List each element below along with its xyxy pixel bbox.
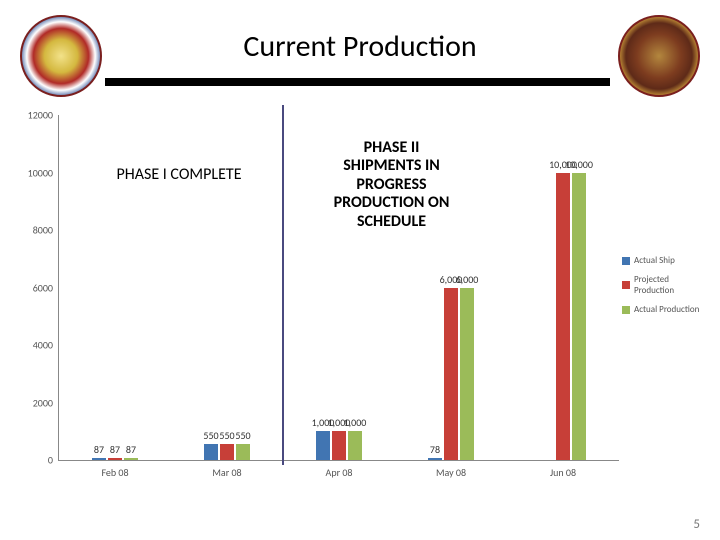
header: Current Production <box>0 0 720 100</box>
phase2-annotation: PHASE IISHIPMENTS INPROGRESSPRODUCTION O… <box>314 139 469 231</box>
page-title: Current Production <box>0 28 720 65</box>
y-tick-label: 6000 <box>33 281 53 294</box>
legend-swatch <box>622 281 630 289</box>
x-category-label: Mar 08 <box>212 466 241 479</box>
y-tick-label: 12000 <box>28 109 53 122</box>
bar <box>444 288 458 461</box>
logo-right-icon <box>618 15 700 97</box>
x-category-label: Jun 08 <box>550 466 576 479</box>
bar <box>460 288 474 461</box>
x-category-label: Apr 08 <box>326 466 353 479</box>
bar <box>316 431 330 460</box>
legend: Actual Ship Projected Production Actual Pr… <box>622 255 702 323</box>
bar-value-label: 87 <box>126 443 136 456</box>
x-category-label: Feb 08 <box>101 466 128 479</box>
y-tick-label: 4000 <box>33 339 53 352</box>
bar <box>204 444 218 460</box>
bar <box>108 458 122 461</box>
y-tick-label: 8000 <box>33 224 53 237</box>
bar <box>236 444 250 460</box>
bar <box>572 173 586 461</box>
bar-value-label: 550 <box>203 429 218 442</box>
y-tick-label: 0 <box>48 454 53 467</box>
bar-value-label: 87 <box>94 443 104 456</box>
x-category-label: May 08 <box>436 466 466 479</box>
bar-value-label: 6,000 <box>456 273 479 286</box>
bar-value-label: 78 <box>430 443 440 456</box>
bar <box>220 444 234 460</box>
chart-area: PHASE I COMPLETE PHASE IISHIPMENTS INPRO… <box>18 110 702 505</box>
bar <box>556 173 570 461</box>
bar-value-label: 1,000 <box>344 416 367 429</box>
bar-value-label: 550 <box>219 429 234 442</box>
legend-item: Actual Production <box>622 304 702 315</box>
page-number: 5 <box>693 517 700 532</box>
bar <box>428 458 442 460</box>
bar <box>124 458 138 461</box>
legend-label: Actual Production <box>634 304 699 315</box>
legend-label: Actual Ship <box>634 255 675 266</box>
bar <box>332 431 346 460</box>
y-tick-label: 2000 <box>33 396 53 409</box>
legend-item: Projected Production <box>622 274 702 296</box>
bar-value-label: 87 <box>110 443 120 456</box>
legend-item: Actual Ship <box>622 255 702 266</box>
bar-value-label: 550 <box>235 429 250 442</box>
legend-swatch <box>622 257 630 265</box>
legend-label: Projected Production <box>634 274 702 296</box>
bar <box>92 458 106 461</box>
phase1-annotation: PHASE I COMPLETE <box>99 165 259 184</box>
phase-divider-line <box>282 105 284 465</box>
bar-value-label: 10,000 <box>565 158 593 171</box>
legend-swatch <box>622 306 630 314</box>
plot-region: PHASE I COMPLETE PHASE IISHIPMENTS INPRO… <box>58 115 619 461</box>
y-tick-label: 10000 <box>28 166 53 179</box>
title-underline <box>105 78 610 86</box>
bar <box>348 431 362 460</box>
